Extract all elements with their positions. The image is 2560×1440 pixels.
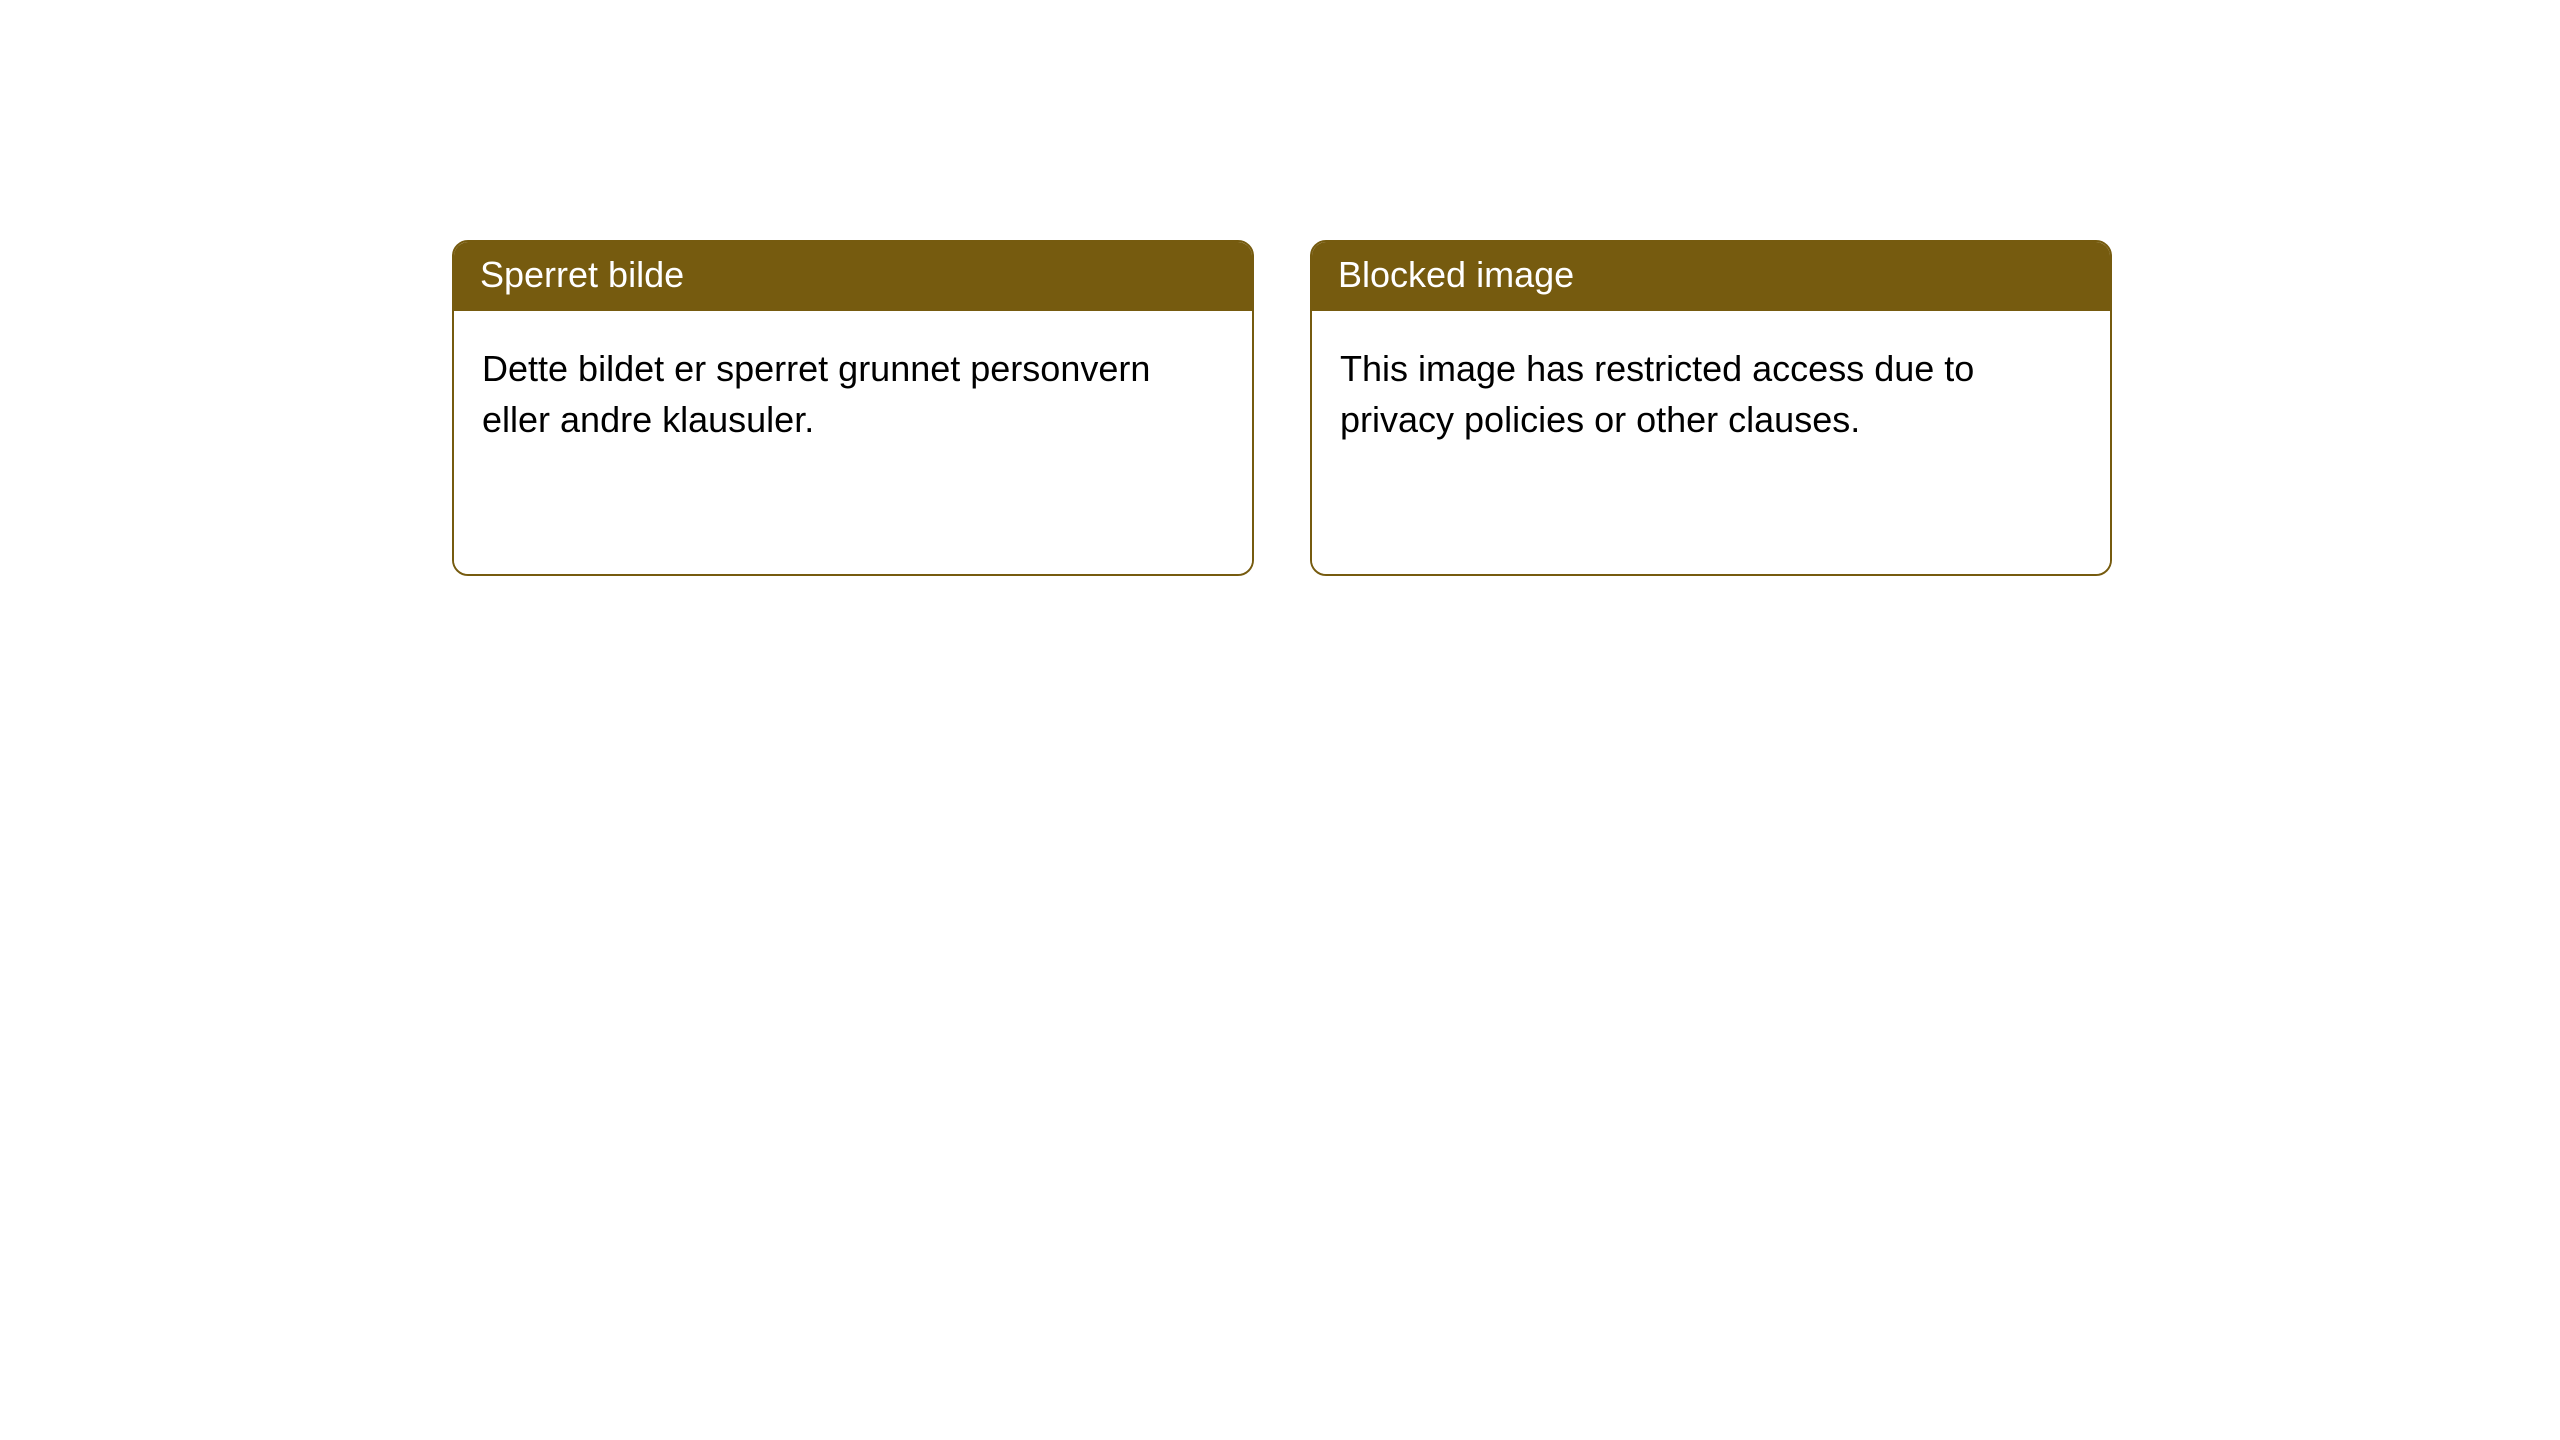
- card-body: Dette bildet er sperret grunnet personve…: [454, 311, 1252, 574]
- card-body-text: This image has restricted access due to …: [1340, 343, 2082, 445]
- notice-card-english: Blocked image This image has restricted …: [1310, 240, 2112, 576]
- notice-cards-container: Sperret bilde Dette bildet er sperret gr…: [0, 0, 2560, 576]
- card-body-text: Dette bildet er sperret grunnet personve…: [482, 343, 1224, 445]
- card-title: Blocked image: [1338, 254, 1574, 295]
- card-header: Sperret bilde: [454, 242, 1252, 311]
- card-title: Sperret bilde: [480, 254, 684, 295]
- card-header: Blocked image: [1312, 242, 2110, 311]
- card-body: This image has restricted access due to …: [1312, 311, 2110, 574]
- notice-card-norwegian: Sperret bilde Dette bildet er sperret gr…: [452, 240, 1254, 576]
